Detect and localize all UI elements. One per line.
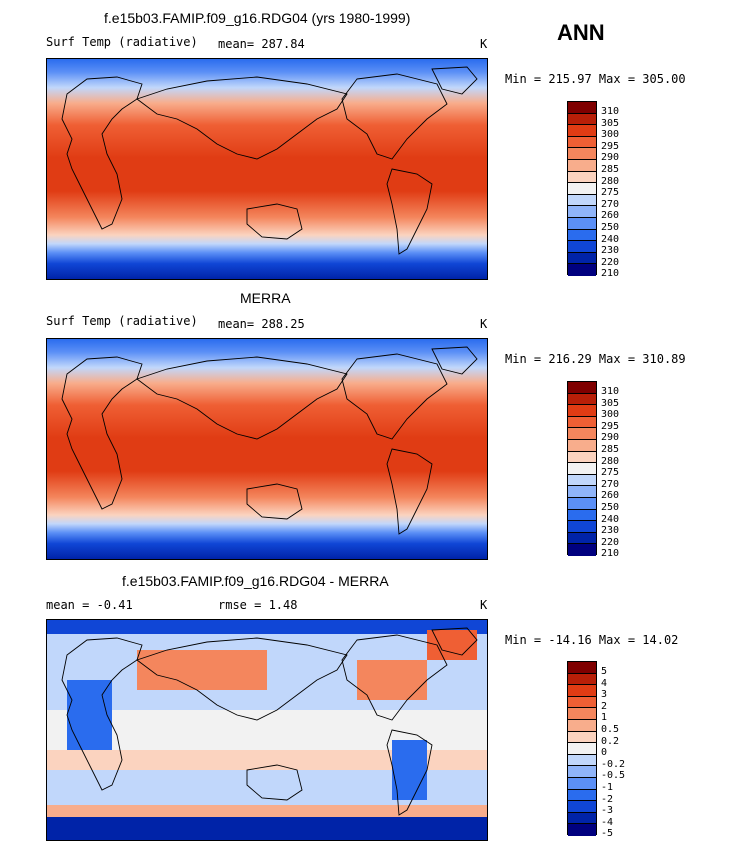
panel3-rmse: rmse = 1.48 (218, 598, 298, 612)
panel2-tick: 305 (601, 398, 620, 409)
panel1-tick: 250 (601, 222, 620, 233)
panel3-tick: -1 (601, 782, 614, 793)
panel1-units: K (480, 37, 488, 51)
panel3-tick: 1 (601, 712, 608, 723)
panel1-tick: 295 (601, 141, 620, 152)
panel2-tick: 230 (601, 525, 620, 536)
panel2-minmax: Min = 216.29 Max = 310.89 (505, 352, 686, 366)
panel1-tick: 270 (601, 199, 620, 210)
panel2-map (46, 338, 488, 560)
panel3-tick: 0.2 (601, 736, 620, 747)
panel3-colorbar (567, 661, 597, 836)
panel3-tick: -0.5 (601, 770, 626, 781)
panel3-tick: 5 (601, 666, 608, 677)
panel3-tick: 3 (601, 689, 608, 700)
panel3-tick: -4 (601, 817, 614, 828)
panel3-tick: 2 (601, 701, 608, 712)
panel3-map (46, 619, 488, 841)
panel2-tick: 260 (601, 490, 620, 501)
panel2-tick: 295 (601, 421, 620, 432)
panel1-variable: Surf Temp (radiative) (46, 35, 198, 49)
panel1-tick: 290 (601, 152, 620, 163)
panel2-variable: Surf Temp (radiative) (46, 314, 198, 328)
panel1-tick: 210 (601, 268, 620, 279)
panel2-tick: 210 (601, 548, 620, 559)
panel2-tick: 220 (601, 537, 620, 548)
panel1-tick: 310 (601, 106, 620, 117)
panel3-units: K (480, 598, 488, 612)
panel2-tick: 250 (601, 502, 620, 513)
panel2-tick: 280 (601, 456, 620, 467)
panel1-colorbar (567, 101, 597, 276)
panel2-colorbar (567, 381, 597, 556)
panel2-tick: 310 (601, 386, 620, 397)
panel3-tick: -0.2 (601, 759, 626, 770)
panel3-mean: mean = -0.41 (46, 598, 133, 612)
panel1-minmax: Min = 215.97 Max = 305.00 (505, 72, 686, 86)
panel1-tick: 275 (601, 187, 620, 198)
panel1-title: f.e15b03.FAMIP.f09_g16.RDG04 (yrs 1980-1… (104, 10, 411, 26)
panel1-tick: 240 (601, 234, 620, 245)
panel1-tick: 260 (601, 210, 620, 221)
panel2-tick: 270 (601, 479, 620, 490)
panel2-tick: 285 (601, 444, 620, 455)
panel2-units: K (480, 317, 488, 331)
panel1-tick: 285 (601, 164, 620, 175)
panel3-tick: -3 (601, 805, 614, 816)
panel1-tick: 300 (601, 129, 620, 140)
panel2-tick: 275 (601, 467, 620, 478)
panel2-tick: 240 (601, 514, 620, 525)
panel3-tick: 0 (601, 747, 608, 758)
panel3-tick: 4 (601, 678, 608, 689)
panel1-tick: 230 (601, 245, 620, 256)
panel3-tick: 0.5 (601, 724, 620, 735)
panel1-tick: 305 (601, 118, 620, 129)
panel2-tick: 300 (601, 409, 620, 420)
panel1-tick: 220 (601, 257, 620, 268)
panel2-mean: mean= 288.25 (218, 317, 305, 331)
panel3-minmax: Min = -14.16 Max = 14.02 (505, 633, 679, 647)
panel3-tick: -2 (601, 794, 614, 805)
panel3-title: f.e15b03.FAMIP.f09_g16.RDG04 - MERRA (122, 573, 389, 589)
season-label: ANN (557, 20, 605, 45)
panel1-map (46, 58, 488, 280)
panel3-tick: -5 (601, 828, 614, 839)
panel1-mean: mean= 287.84 (218, 37, 305, 51)
panel1-tick: 280 (601, 176, 620, 187)
panel2-title: MERRA (240, 290, 291, 306)
panel2-tick: 290 (601, 432, 620, 443)
